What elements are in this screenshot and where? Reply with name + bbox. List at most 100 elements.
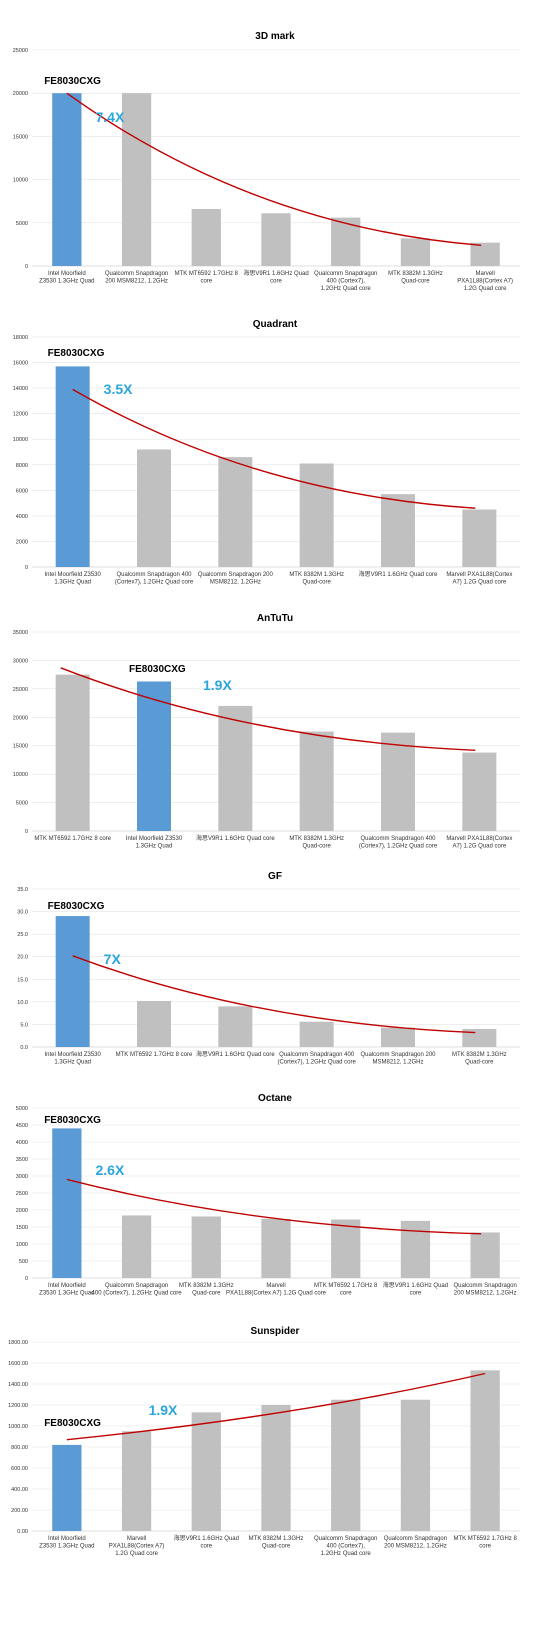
category-label: MTK 8382M 1.3GHz Quad-core: [289, 836, 344, 850]
y-tick-label: 15.0: [17, 977, 28, 983]
category-label: MTK 8382M 1.3GHz Quad-core: [388, 271, 443, 285]
y-tick-label: 20000: [13, 91, 28, 97]
category-label: MTK MT6592 1.7GHz 8 core: [34, 836, 111, 842]
y-tick-label: 1800.00: [8, 1340, 28, 1346]
y-tick-label: 1000: [16, 1242, 28, 1248]
category-label: MTK 8382M 1.3GHz Quad-core: [179, 1283, 234, 1297]
bar: [137, 449, 171, 567]
y-tick-label: 15000: [13, 744, 28, 750]
highlight-label: FE8030CXG: [44, 1115, 101, 1126]
bar-highlight: [52, 93, 82, 266]
ratio-label: 1.9X: [203, 677, 232, 693]
bar: [299, 1021, 334, 1047]
category-label: Qualcomm Snapdragon 200 MSM8212, 1.2GHz: [198, 572, 274, 586]
y-tick-label: 4000: [16, 1140, 28, 1146]
y-tick-label: 2000: [16, 1208, 28, 1214]
bar: [462, 509, 497, 567]
trend-line: [66, 1372, 486, 1441]
y-tick-label: 20000: [13, 715, 28, 721]
y-tick-label: 20.0: [17, 955, 28, 961]
category-label: Qualcomm Snapdragon 400 (Cortex7), 1.2GHz…: [115, 572, 194, 586]
highlight-label: FE8030CXG: [48, 901, 105, 912]
category-label: Intel Moorfield Z3530 1.3GHz Quad: [44, 1052, 101, 1066]
highlight-label: FE8030CXG: [129, 664, 186, 675]
ratio-label: 2.6X: [95, 1162, 124, 1178]
y-tick-label: 5.0: [20, 1022, 28, 1028]
y-tick-label: 3500: [16, 1157, 28, 1163]
trend-line: [60, 667, 476, 751]
category-label: Intel Moorfield Z3530 1.3GHz Quad: [126, 836, 183, 850]
category-label: Qualcomm Snapdragon 200 MSM8212, 1.2GHz: [384, 1536, 447, 1550]
category-label: Qualcomm Snapdragon 400 (Cortex7), 1.2GHz…: [359, 836, 438, 850]
category-label: 海思V9R1 1.6GHz Quad core: [359, 570, 438, 578]
category-label: 海思V9R1 1.6GHz Quad core: [383, 1281, 448, 1297]
y-tick-label: 15000: [13, 134, 28, 140]
ratio-label: 7X: [104, 951, 122, 967]
bar: [191, 208, 221, 266]
ratio-label: 7.4X: [95, 109, 124, 125]
bar-highlight: [52, 1444, 82, 1531]
category-label: Qualcomm Snapdragon 400 (Cortex7), 1.2GHz …: [314, 271, 377, 292]
category-label: Marvell PXA1L88(Cortex A7) 1.2G Quad core: [226, 1283, 327, 1297]
bar: [470, 1370, 500, 1531]
highlight-label: FE8030CXG: [44, 76, 101, 87]
y-tick-label: 400.00: [11, 1487, 28, 1493]
bar: [55, 674, 90, 831]
y-tick-label: 0: [25, 1276, 28, 1282]
y-tick-label: 14000: [13, 386, 28, 392]
y-tick-label: 3000: [16, 1174, 28, 1180]
category-label: MTK 8382M 1.3GHz Quad-core: [249, 1536, 304, 1550]
y-tick-label: 1400.00: [8, 1382, 28, 1388]
y-tick-label: 2000: [16, 539, 28, 545]
bar: [400, 238, 431, 266]
category-label: Marvell PXA1L88(Cortex A7) 1.2G Quad core: [446, 836, 512, 850]
y-tick-label: 1200.00: [8, 1403, 28, 1409]
category-label: Qualcomm Snapdragon 200 MSM8212, 1.2GHz: [453, 1283, 516, 1297]
category-label: MTK MT6592 1.7GHz 8 core: [453, 1536, 517, 1550]
category-label: Intel Moorfield Z3530 1.3GHz Quad: [39, 271, 94, 285]
y-tick-label: 25.0: [17, 932, 28, 938]
bar: [470, 1232, 500, 1278]
y-tick-label: 30.0: [17, 910, 28, 916]
y-tick-label: 0.00: [17, 1529, 28, 1535]
y-tick-label: 2500: [16, 1191, 28, 1197]
trend-line: [66, 1178, 482, 1235]
bar: [261, 1405, 291, 1531]
bar: [121, 93, 152, 266]
bar: [261, 213, 291, 266]
bar-highlight: [55, 366, 90, 567]
category-label: MTK MT6592 1.7GHz 8 core: [314, 1283, 378, 1297]
y-tick-label: 0: [25, 264, 28, 270]
category-label: MTK MT6592 1.7GHz 8 core: [116, 1052, 193, 1058]
bar: [381, 732, 415, 831]
bar-highlight: [137, 681, 171, 831]
y-tick-label: 0: [25, 829, 28, 835]
bar: [381, 494, 415, 567]
y-tick-label: 4000: [16, 514, 28, 520]
y-tick-label: 1600.00: [8, 1361, 28, 1367]
bar: [137, 1000, 171, 1047]
y-tick-label: 10000: [13, 437, 28, 443]
chart-title: Quadrant: [253, 319, 298, 330]
chart-title: Octane: [258, 1093, 292, 1104]
category-label: Qualcomm Snapdragon 200 MSM8212, 1.2GHz: [360, 1052, 436, 1066]
category-label: 海思V9R1 1.6GHz Quad core: [243, 269, 308, 285]
bar: [218, 705, 253, 831]
y-tick-label: 600.00: [11, 1466, 28, 1472]
bar: [261, 1218, 291, 1278]
y-tick-label: 1000.00: [8, 1424, 28, 1430]
category-label: Qualcomm Snapdragon 400 (Cortex7), 1.2GHz…: [92, 1283, 183, 1297]
ratio-label: 3.5X: [104, 381, 133, 397]
y-tick-label: 35.0: [17, 887, 28, 893]
category-label: Intel Moorfield Z3530 1.3GHz Quad: [39, 1536, 94, 1550]
ratio-label: 1.9X: [149, 1402, 178, 1418]
y-tick-label: 30000: [13, 658, 28, 664]
trend-line: [72, 388, 476, 509]
y-tick-label: 4500: [16, 1123, 28, 1129]
category-label: 海思V9R1 1.6GHz Quad core: [196, 1050, 275, 1058]
